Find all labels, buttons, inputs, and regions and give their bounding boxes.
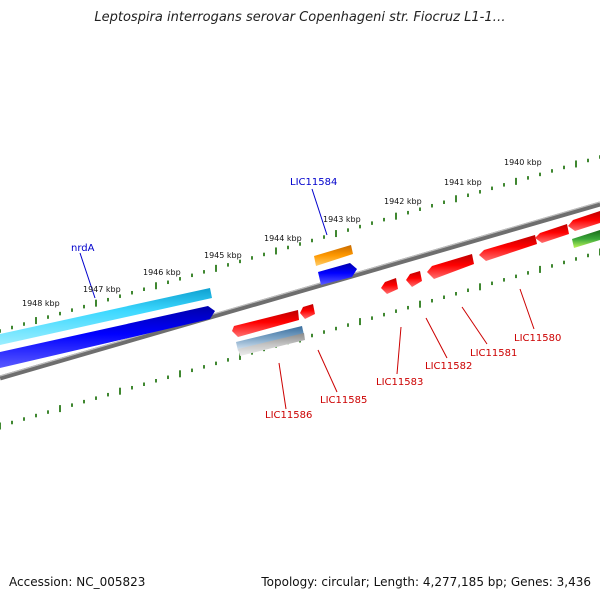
accession-text: Accession: NC_005823	[9, 575, 146, 589]
ruler-label-1948: 1948 kbp	[22, 299, 60, 308]
steel-feature-LIC11586[interactable]	[236, 326, 304, 351]
gene-label-nrdA[interactable]: nrdA	[71, 243, 95, 254]
forward-strand-features	[0, 245, 357, 368]
ruler-label-1947: 1947 kbp	[83, 285, 121, 294]
orange-feature-LIC11584[interactable]	[314, 245, 353, 266]
red-gene-LIC11586[interactable]	[232, 310, 299, 337]
map-title: Leptospira interrogans serovar Copenhage…	[94, 10, 506, 25]
gene-label-LIC11580[interactable]: LIC11580	[514, 333, 561, 344]
ruler-label-1946: 1946 kbp	[143, 268, 181, 277]
gene-label-LIC11581[interactable]: LIC11581	[470, 348, 517, 359]
red-gene-LIC11583[interactable]	[381, 278, 398, 294]
gene-label-LIC11583[interactable]: LIC11583	[376, 377, 423, 388]
genome-summary-text: Topology: circular; Length: 4,277,185 bp…	[261, 575, 591, 589]
reverse-strand-features	[232, 211, 600, 356]
blue-gene-nrdA[interactable]	[0, 306, 215, 368]
red-gene-LIC11580[interactable]	[479, 235, 537, 261]
red-gene-LIC11582[interactable]	[406, 271, 422, 287]
gene-label-LIC11585[interactable]: LIC11585	[320, 395, 367, 406]
gene-label-LIC11586[interactable]: LIC11586	[265, 410, 312, 421]
gene-label-LIC11584[interactable]: LIC11584	[290, 177, 337, 188]
red-gene-next-2[interactable]	[568, 211, 600, 231]
red-gene-next-1[interactable]	[535, 224, 569, 243]
ruler-label-1940: 1940 kbp	[504, 158, 542, 167]
red-gene-LIC11585[interactable]	[300, 304, 315, 319]
ruler-label-1941: 1941 kbp	[444, 178, 482, 187]
ruler-label-1945: 1945 kbp	[204, 251, 242, 260]
genome-backbone	[0, 201, 600, 381]
gene-label-LIC11582[interactable]: LIC11582	[425, 361, 472, 372]
label-connectors	[79, 188, 535, 410]
green-feature[interactable]	[572, 230, 600, 248]
blue-gene-LIC11584[interactable]	[318, 263, 357, 285]
ruler-label-1943: 1943 kbp	[323, 215, 361, 224]
gene-labels: nrdA LIC11584 LIC11586 LIC11585 LIC11583…	[71, 177, 561, 421]
ruler-label-1944: 1944 kbp	[264, 234, 302, 243]
cyan-feature-nrdA[interactable]	[0, 288, 212, 345]
ruler-labels: 1948 kbp 1947 kbp 1946 kbp 1945 kbp 1944…	[22, 158, 542, 308]
grey-feature-LIC11586[interactable]	[238, 333, 305, 356]
forward-scale-ruler	[0, 155, 600, 333]
ruler-label-1942: 1942 kbp	[384, 197, 422, 206]
red-gene-LIC11581[interactable]	[427, 254, 474, 279]
